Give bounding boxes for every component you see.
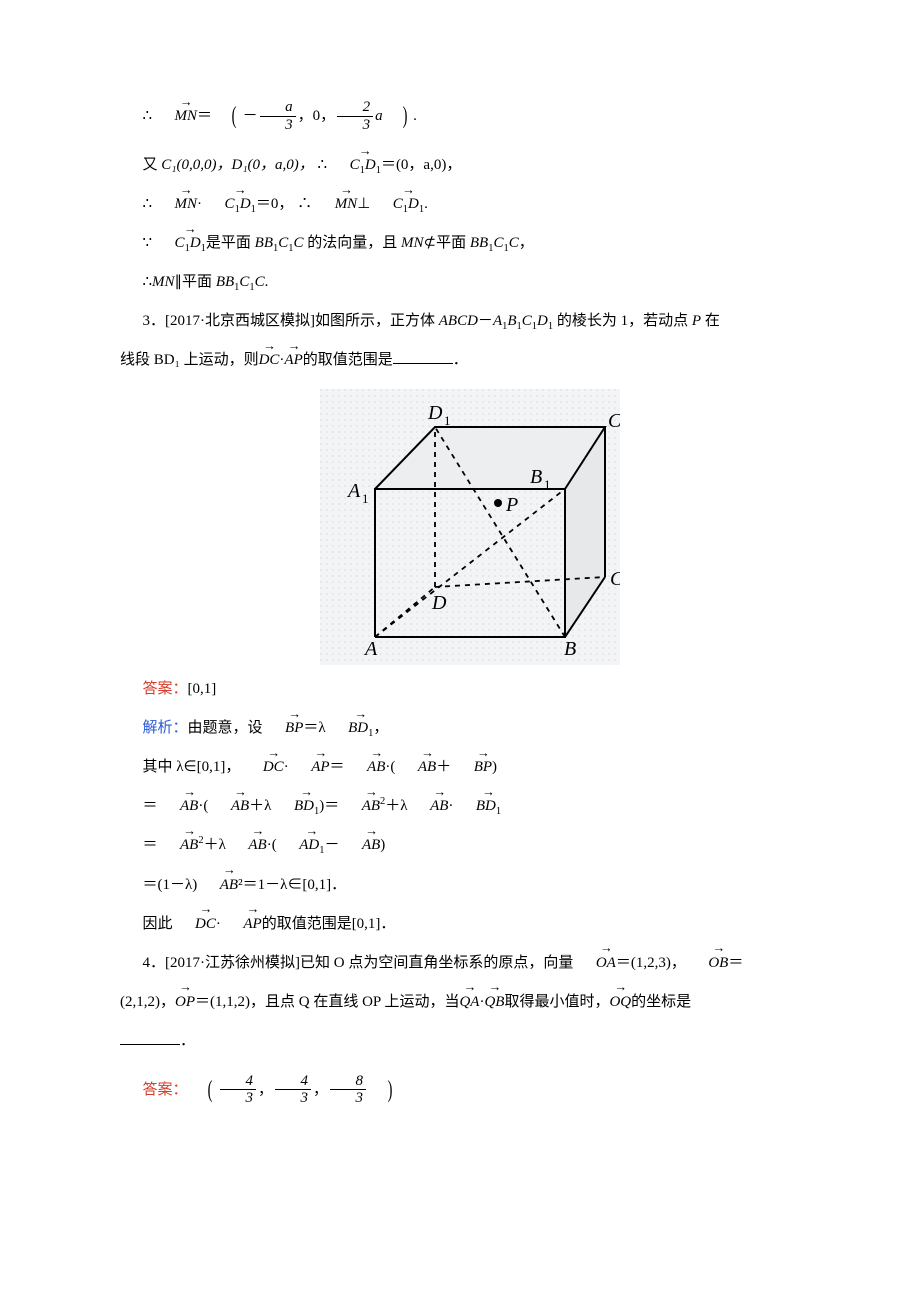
svg-text:C: C: [610, 568, 620, 590]
question-4-line2: (2,1,2)，OP＝(1,1,2)，且点 Q 在直线 OP 上运动，当QA·Q…: [120, 986, 820, 1019]
eq-mn-dot-c1d1: ∴MN·C1D1＝0， ∴MN⊥C1D1.: [120, 188, 820, 221]
svg-text:1: 1: [444, 413, 451, 428]
svg-text:1: 1: [362, 491, 369, 506]
answer-3: 答案：[0,1]: [120, 673, 820, 706]
question-3: 3．[2017·北京西城区模拟]如图所示，正方体 ABCD－A1B1C1D1 的…: [120, 305, 820, 338]
cube-figure: A B C D A1 B1 C1 D1 P: [320, 389, 620, 665]
fill-blank-q4: [120, 1030, 180, 1045]
answer-label: 答案：: [143, 681, 188, 697]
answer-4: 答案：(43，43，83): [120, 1064, 820, 1117]
vec-mn: MN: [152, 100, 197, 133]
svg-text:B: B: [530, 466, 542, 488]
question-3-line2: 线段 BD₁ 上运动，则DC·AP的取值范围是．: [120, 344, 820, 377]
eq-mn-vector: ∴MN＝(－a3，0，23a).: [120, 90, 820, 143]
svg-text:C: C: [608, 410, 620, 432]
answer-label-4: 答案：: [143, 1081, 188, 1097]
svg-text:A: A: [346, 480, 361, 502]
svg-text:D: D: [431, 592, 447, 614]
svg-text:A: A: [363, 638, 378, 660]
svg-text:P: P: [505, 494, 518, 516]
mn-parallel-conclusion: ∴MN∥平面 BB1C1C.: [120, 266, 820, 299]
svg-text:B: B: [564, 638, 576, 660]
question-4-line3: ．: [120, 1025, 820, 1058]
svg-text:1: 1: [544, 477, 551, 492]
normal-vector-stmt: ∵C1D1是平面 BB1C1C 的法向量，且 MN⊄平面 BB1C1C，: [120, 227, 820, 260]
svg-text:D: D: [427, 402, 443, 424]
fill-blank-q3: [393, 349, 453, 364]
explain-label: 解析：: [143, 720, 188, 736]
